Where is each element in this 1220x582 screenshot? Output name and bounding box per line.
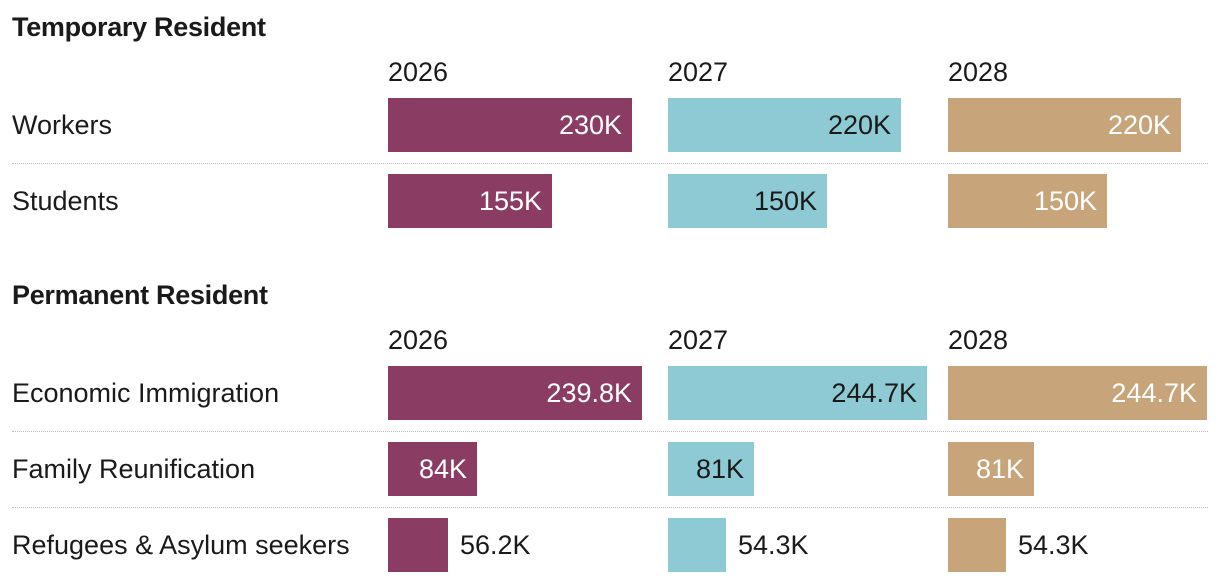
- row-divider: [12, 163, 1208, 164]
- data-label: 244.7K: [1111, 378, 1197, 408]
- year-header: 2027: [668, 325, 729, 355]
- data-label: 54.3K: [1018, 530, 1089, 560]
- bar: [948, 442, 1034, 496]
- category-label: Refugees & Asylum seekers: [12, 530, 350, 560]
- bar: [668, 174, 827, 228]
- bar: [668, 98, 901, 152]
- data-label: 220K: [1107, 110, 1171, 140]
- data-label: 150K: [753, 186, 817, 216]
- bar: [668, 366, 927, 420]
- data-label: 81K: [695, 454, 744, 484]
- bar: [948, 174, 1107, 228]
- category-label: Family Reunification: [12, 454, 256, 484]
- bar: [948, 366, 1207, 420]
- bar: [948, 98, 1181, 152]
- data-label: 230K: [558, 110, 622, 140]
- bar: [388, 442, 477, 496]
- row-divider: [12, 507, 1208, 508]
- section-title: Temporary Resident: [12, 12, 266, 42]
- bar: [388, 518, 448, 572]
- bar: [388, 366, 642, 420]
- bar: [948, 518, 1006, 572]
- data-label: 56.2K: [460, 530, 531, 560]
- category-label: Students: [12, 186, 119, 216]
- data-label: 150K: [1033, 186, 1097, 216]
- year-header: 2026: [388, 325, 449, 355]
- year-header: 2028: [948, 325, 1009, 355]
- bar: [388, 174, 552, 228]
- data-label: 81K: [975, 454, 1024, 484]
- data-label: 239.8K: [546, 378, 632, 408]
- bar: [668, 442, 754, 496]
- section-title: Permanent Resident: [12, 280, 268, 310]
- data-label: 220K: [827, 110, 891, 140]
- bar: [388, 98, 632, 152]
- bar: [668, 518, 726, 572]
- data-label: 155K: [478, 186, 542, 216]
- data-label: 54.3K: [738, 530, 809, 560]
- year-header: 2028: [948, 57, 1009, 87]
- category-label: Workers: [12, 110, 113, 140]
- data-label: 244.7K: [831, 378, 917, 408]
- category-label: Economic Immigration: [12, 378, 280, 408]
- year-header: 2026: [388, 57, 449, 87]
- year-header: 2027: [668, 57, 729, 87]
- row-divider: [12, 431, 1208, 432]
- data-label: 84K: [418, 454, 467, 484]
